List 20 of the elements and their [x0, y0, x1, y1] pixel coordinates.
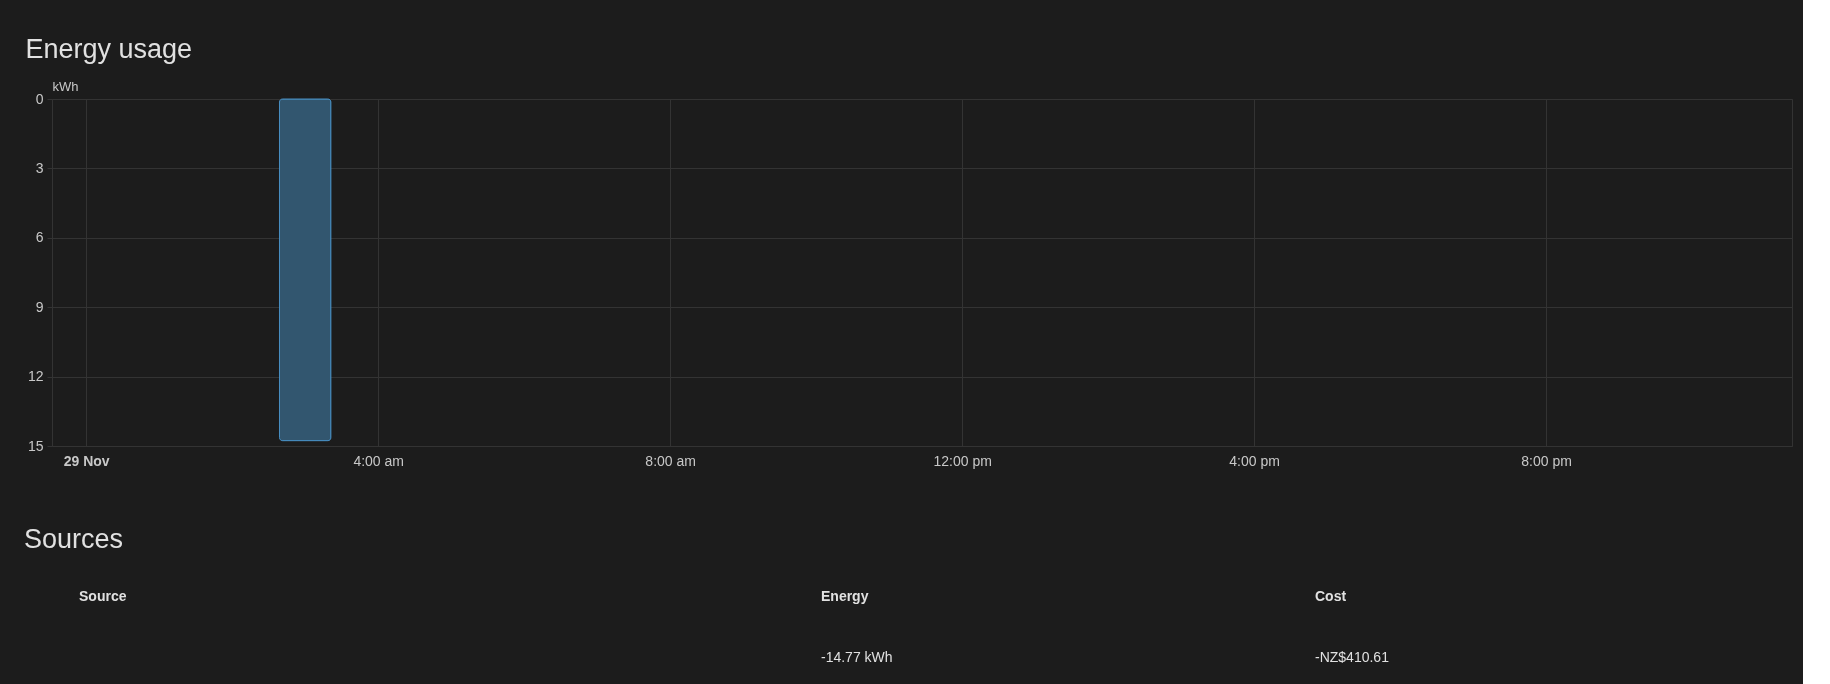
category-label: Energy: [821, 588, 869, 604]
text: -14.77 kWh: [821, 649, 893, 665]
y-tick-label: 6: [35, 229, 44, 246]
y-tick-label: 9: [35, 298, 44, 315]
x-tick-label: 29 Nov: [63, 452, 110, 469]
y-axis-title: kWh: [52, 78, 79, 94]
x-tick-label: 4:00 pm: [1229, 452, 1280, 469]
y-tick-label: 0: [35, 90, 44, 107]
text: -NZ$410.61: [1315, 649, 1390, 665]
x-tick-label: 8:00 pm: [1521, 452, 1572, 469]
category-label: Source: [79, 588, 127, 604]
y-tick-label: 12: [27, 368, 44, 385]
category-label: Cost: [1315, 588, 1347, 604]
y-tick-label: 3: [35, 159, 44, 176]
x-tick-label: 8:00 am: [645, 452, 696, 469]
x-tick-label: 12:00 pm: [933, 452, 992, 469]
chart-title: Energy usage: [25, 34, 193, 64]
text: Sources: [24, 524, 124, 554]
y-tick-label: 15: [27, 437, 44, 454]
x-tick-label: 4:00 am: [353, 452, 404, 469]
